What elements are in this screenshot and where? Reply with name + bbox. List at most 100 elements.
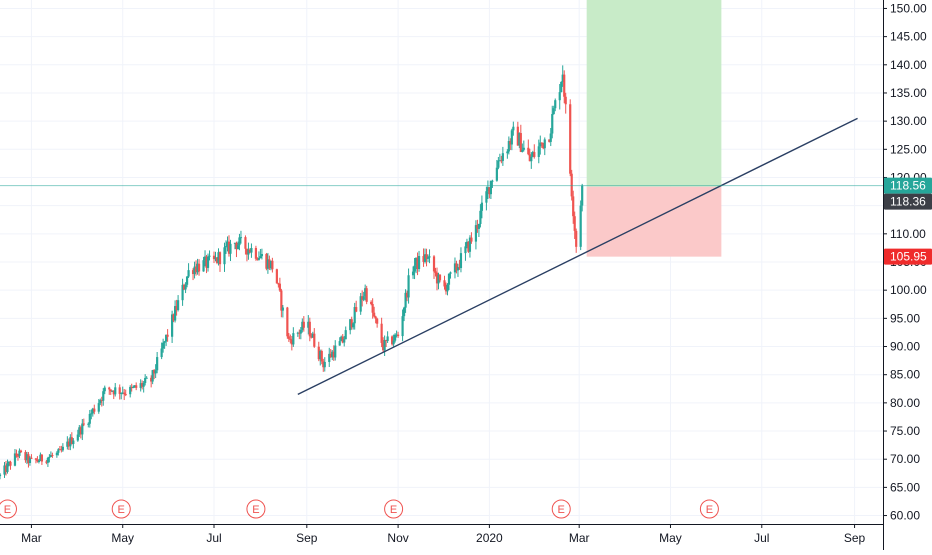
earnings-circle[interactable] xyxy=(384,499,404,519)
candle xyxy=(30,454,33,460)
candle-body xyxy=(510,130,513,145)
candle xyxy=(476,219,479,233)
time-tick-label: Nov xyxy=(387,531,408,545)
candle xyxy=(130,383,133,392)
trendline-layer[interactable] xyxy=(297,117,858,396)
candle xyxy=(507,136,510,155)
candle xyxy=(212,251,216,264)
earnings-circle[interactable] xyxy=(699,499,719,519)
time-tick-label: Mar xyxy=(21,531,42,545)
earnings-marker[interactable]: E xyxy=(246,499,266,519)
candle xyxy=(281,305,284,318)
earnings-marker[interactable]: E xyxy=(551,499,571,519)
candle xyxy=(350,316,353,330)
candle xyxy=(564,92,567,114)
candle-body xyxy=(7,461,11,464)
candle-body xyxy=(139,383,142,388)
trendline[interactable] xyxy=(297,117,858,396)
price-tick-label: 135.00 xyxy=(890,86,927,100)
candle xyxy=(79,425,82,439)
earnings-circle[interactable] xyxy=(246,499,266,519)
candle-body xyxy=(296,332,299,334)
candle xyxy=(57,448,60,456)
candle-body xyxy=(165,334,168,342)
candle xyxy=(25,451,29,465)
candle-body xyxy=(512,126,515,131)
candle xyxy=(97,399,100,414)
candle-body xyxy=(386,336,389,342)
earnings-marker[interactable]: E xyxy=(699,499,719,519)
candle xyxy=(392,334,395,347)
candle-body xyxy=(459,253,463,269)
candle xyxy=(247,242,250,260)
candle-body xyxy=(435,272,439,284)
candle-body xyxy=(331,351,334,358)
earnings-circle[interactable] xyxy=(551,499,571,519)
candle-body xyxy=(6,463,9,472)
candle-body xyxy=(468,237,472,252)
time-tick-label: 2020 xyxy=(476,531,503,545)
candle xyxy=(510,128,513,151)
candle-body xyxy=(301,321,304,330)
earnings-marker[interactable]: E xyxy=(0,499,17,519)
candle-body xyxy=(349,319,352,331)
candle-body xyxy=(27,454,30,463)
candle-body xyxy=(184,284,187,290)
candle-body xyxy=(245,248,249,255)
profit-zone[interactable] xyxy=(586,0,722,187)
candle xyxy=(93,404,96,415)
candle-body xyxy=(248,249,252,253)
candle-body xyxy=(385,339,388,342)
earnings-marker[interactable]: E xyxy=(111,499,131,519)
candle-body xyxy=(271,260,274,270)
candle xyxy=(543,137,546,156)
candle xyxy=(435,267,439,291)
candle-body xyxy=(311,333,314,338)
candle xyxy=(480,195,484,219)
candle xyxy=(266,252,269,274)
earnings-marker[interactable]: E xyxy=(384,499,404,519)
candle xyxy=(343,336,346,347)
candle xyxy=(422,248,425,267)
candle-body xyxy=(37,461,41,463)
candle xyxy=(290,336,293,351)
candle-body xyxy=(260,254,264,257)
candle-body xyxy=(423,254,427,262)
candle-body xyxy=(464,246,467,254)
candle-body xyxy=(194,266,198,273)
candle xyxy=(509,138,512,151)
price-axis[interactable]: 60.00 65.00 70.00 75.00 80.00 85.00 90.00 95.00… xyxy=(883,0,932,550)
candle xyxy=(376,317,379,328)
position-zones[interactable] xyxy=(586,0,722,257)
candle xyxy=(434,267,437,277)
candle xyxy=(6,459,9,474)
candle xyxy=(172,313,175,323)
candle-body xyxy=(66,441,69,447)
candle-body xyxy=(49,455,52,457)
candle-body xyxy=(432,256,436,272)
candle xyxy=(69,434,72,451)
candle-body xyxy=(212,255,216,260)
candle-body xyxy=(376,318,379,324)
candle-body xyxy=(250,247,253,253)
time-axis[interactable]: Mar May Jul Sep Nov 2020 Mar May Jul Sep xyxy=(0,524,883,550)
candle-body xyxy=(226,241,229,247)
earnings-circle[interactable] xyxy=(0,499,17,519)
price-label-text: 105.95 xyxy=(890,250,927,264)
earnings-circle[interactable] xyxy=(111,499,131,519)
candle xyxy=(4,460,8,476)
candle xyxy=(66,436,69,450)
loss-zone[interactable] xyxy=(586,186,722,257)
candle xyxy=(102,388,105,406)
candle-body xyxy=(153,370,156,374)
candle-body xyxy=(275,269,278,284)
candle xyxy=(407,268,410,304)
candle-body xyxy=(40,454,44,462)
candle-body xyxy=(437,274,440,284)
candle xyxy=(40,454,44,465)
candle xyxy=(124,389,127,397)
candle-body xyxy=(215,257,219,263)
